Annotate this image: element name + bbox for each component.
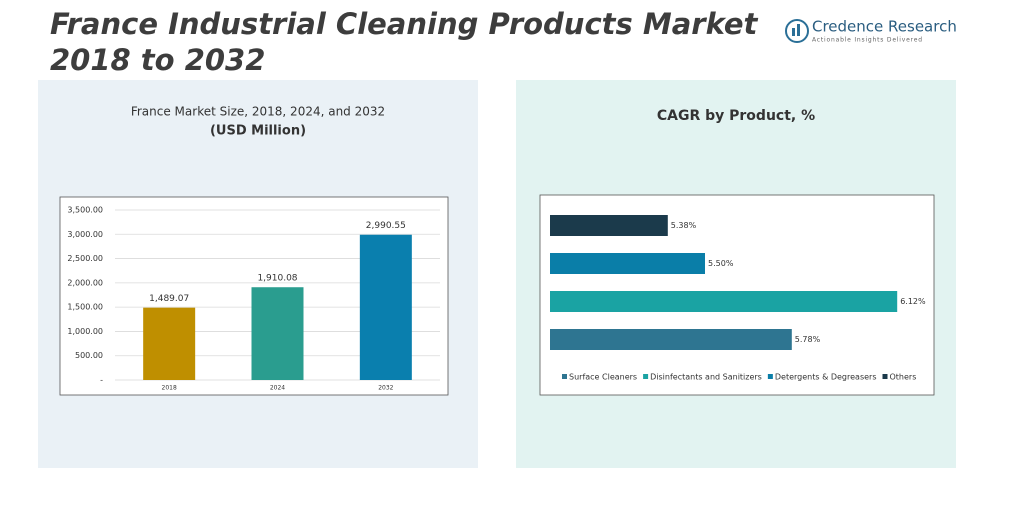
legend-swatch (562, 374, 567, 379)
value-label: 5.38% (671, 221, 697, 230)
legend-label: Disinfectants and Sanitizers (650, 373, 762, 382)
logo-icon (792, 28, 795, 36)
value-label: 5.78% (795, 335, 821, 344)
legend-swatch (882, 374, 888, 379)
value-label: 1,489.07 (149, 294, 189, 304)
page-title: France Industrial Cleaning Products Mark… (50, 7, 758, 77)
chart-title: CAGR by Product, % (657, 108, 815, 124)
y-tick-label: 1,500.00 (67, 303, 103, 312)
x-tick-label: 2024 (270, 385, 285, 392)
legend-swatch (643, 374, 649, 379)
legend-label: Others (890, 373, 917, 382)
x-tick-label: 2032 (378, 385, 393, 392)
title-box: France Industrial Cleaning Products Mark… (50, 7, 758, 77)
y-tick-label: 2,500.00 (67, 254, 103, 263)
value-label: 1,910.08 (257, 274, 297, 284)
x-tick-label: 2018 (162, 385, 177, 392)
y-tick-label: - (100, 376, 103, 385)
value-label: 5.50% (708, 259, 734, 268)
logo-text: Credence Research (812, 18, 957, 36)
bar (251, 287, 304, 380)
logo-icon (785, 19, 809, 43)
legend-label: Surface Cleaners (569, 373, 637, 382)
legend-swatch (767, 374, 773, 379)
bar (550, 253, 705, 274)
legend-label: Detergents & Degreasers (775, 373, 877, 382)
y-tick-label: 3,500.00 (67, 206, 103, 215)
bar (550, 329, 792, 350)
logo-tagline: Actionable Insights Delivered (812, 37, 923, 44)
logo: Credence Research Actionable Insights De… (785, 18, 957, 44)
value-label: 2,990.55 (366, 221, 406, 231)
y-tick-label: 3,000.00 (67, 230, 103, 239)
bar (143, 307, 196, 380)
logo-icon (797, 24, 800, 36)
y-tick-label: 2,000.00 (67, 278, 103, 287)
y-tick-label: 500.00 (75, 351, 103, 360)
value-label: 6.12% (900, 297, 926, 306)
bar (359, 234, 412, 380)
y-tick-label: 1,000.00 (67, 327, 103, 336)
bar (550, 215, 668, 236)
bar (550, 291, 898, 312)
chart-subtitle: (USD Million) (210, 124, 306, 139)
chart-title: France Market Size, 2018, 2024, and 2032 (131, 105, 385, 119)
